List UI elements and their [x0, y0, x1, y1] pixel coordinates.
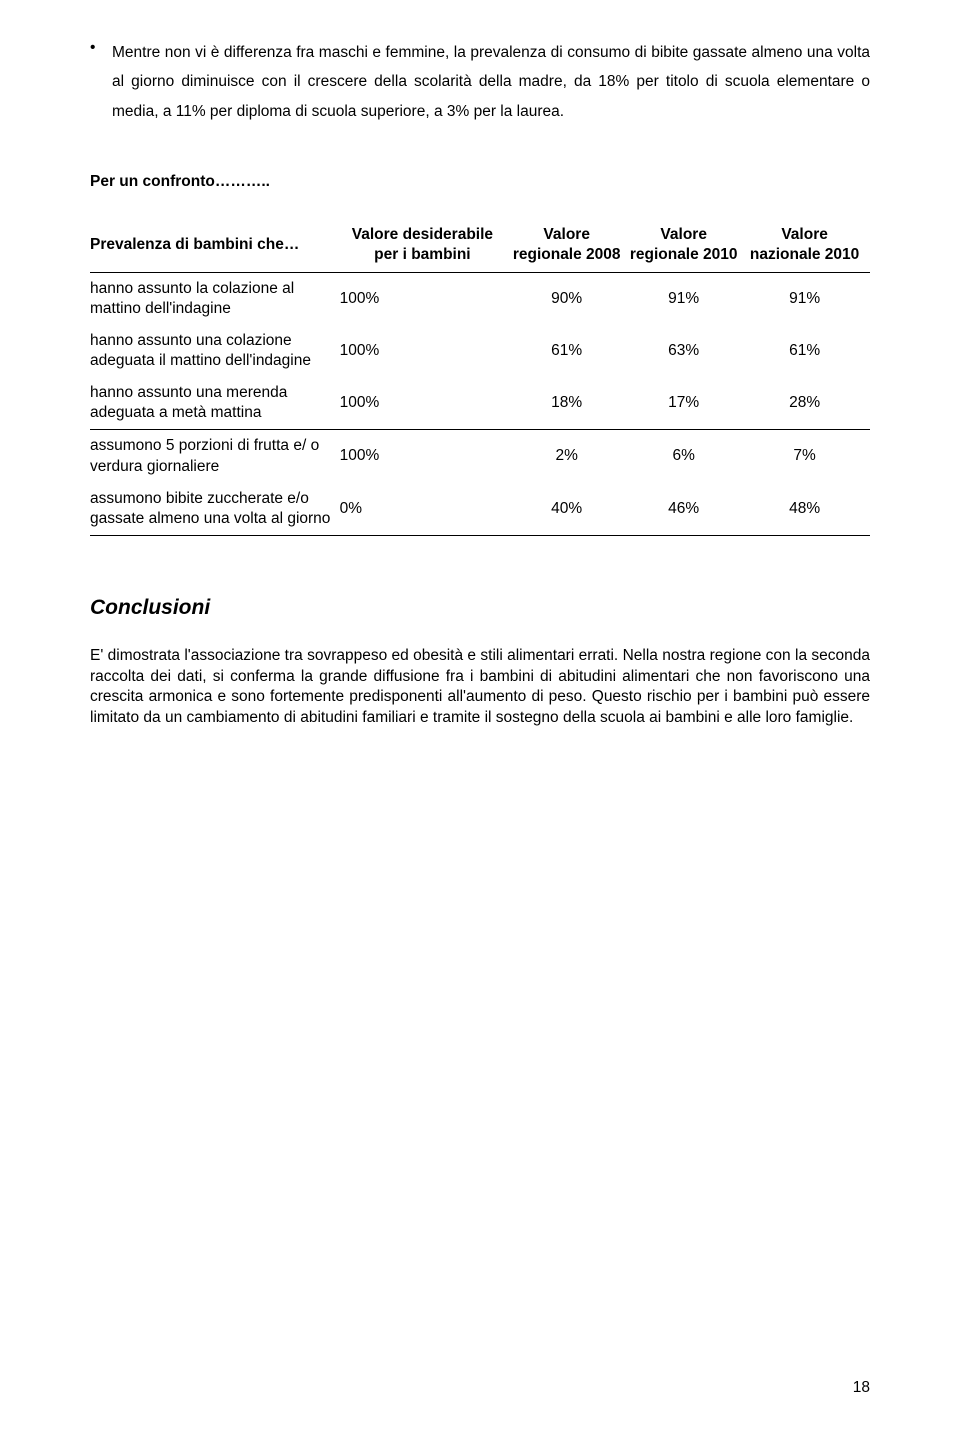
- cell-label: hanno assunto una colazione adeguata il …: [90, 325, 340, 377]
- table-row: hanno assunto una colazione adeguata il …: [90, 325, 870, 377]
- cell-desider: 0%: [340, 483, 512, 536]
- cell-v3: 48%: [745, 483, 870, 536]
- cell-label: hanno assunto la colazione al mattino de…: [90, 272, 340, 325]
- table-header-row: Prevalenza di bambini che… Valore deside…: [90, 219, 870, 272]
- conclusioni-heading: Conclusioni: [90, 594, 870, 622]
- page-number: 18: [853, 1378, 870, 1399]
- table-row: hanno assunto la colazione al mattino de…: [90, 272, 870, 325]
- cell-v2: 17%: [628, 377, 745, 430]
- cell-v3: 61%: [745, 325, 870, 377]
- table-row: assumono 5 porzioni di frutta e/ o verdu…: [90, 430, 870, 483]
- confronto-heading: Per un confronto………..: [90, 172, 870, 193]
- cell-v3: 7%: [745, 430, 870, 483]
- cell-label: assumono bibite zuccherate e/o gassate a…: [90, 483, 340, 536]
- th-reg2010: Valore regionale 2010: [628, 219, 745, 272]
- cell-v1: 18%: [511, 377, 628, 430]
- th-naz2010: Valore nazionale 2010: [745, 219, 870, 272]
- bullet-marker: •: [90, 38, 112, 126]
- cell-v2: 91%: [628, 272, 745, 325]
- page-container: • Mentre non vi è differenza fra maschi …: [0, 0, 960, 1429]
- cell-v3: 28%: [745, 377, 870, 430]
- th-desider: Valore desiderabile per i bambini: [340, 219, 512, 272]
- cell-v2: 63%: [628, 325, 745, 377]
- data-table: Prevalenza di bambini che… Valore deside…: [90, 219, 870, 536]
- cell-label: assumono 5 porzioni di frutta e/ o verdu…: [90, 430, 340, 483]
- cell-v3: 91%: [745, 272, 870, 325]
- th-label: Prevalenza di bambini che…: [90, 219, 340, 272]
- cell-desider: 100%: [340, 430, 512, 483]
- conclusioni-text: E' dimostrata l'associazione tra sovrapp…: [90, 646, 870, 728]
- cell-label: hanno assunto una merenda adeguata a met…: [90, 377, 340, 430]
- table-row: hanno assunto una merenda adeguata a met…: [90, 377, 870, 430]
- table-row: assumono bibite zuccherate e/o gassate a…: [90, 483, 870, 536]
- cell-v2: 6%: [628, 430, 745, 483]
- bullet-paragraph: • Mentre non vi è differenza fra maschi …: [90, 38, 870, 126]
- bullet-text: Mentre non vi è differenza fra maschi e …: [112, 38, 870, 126]
- cell-desider: 100%: [340, 325, 512, 377]
- cell-desider: 100%: [340, 377, 512, 430]
- cell-v1: 61%: [511, 325, 628, 377]
- cell-v1: 2%: [511, 430, 628, 483]
- cell-v1: 90%: [511, 272, 628, 325]
- cell-v1: 40%: [511, 483, 628, 536]
- cell-desider: 100%: [340, 272, 512, 325]
- th-reg2008: Valore regionale 2008: [511, 219, 628, 272]
- cell-v2: 46%: [628, 483, 745, 536]
